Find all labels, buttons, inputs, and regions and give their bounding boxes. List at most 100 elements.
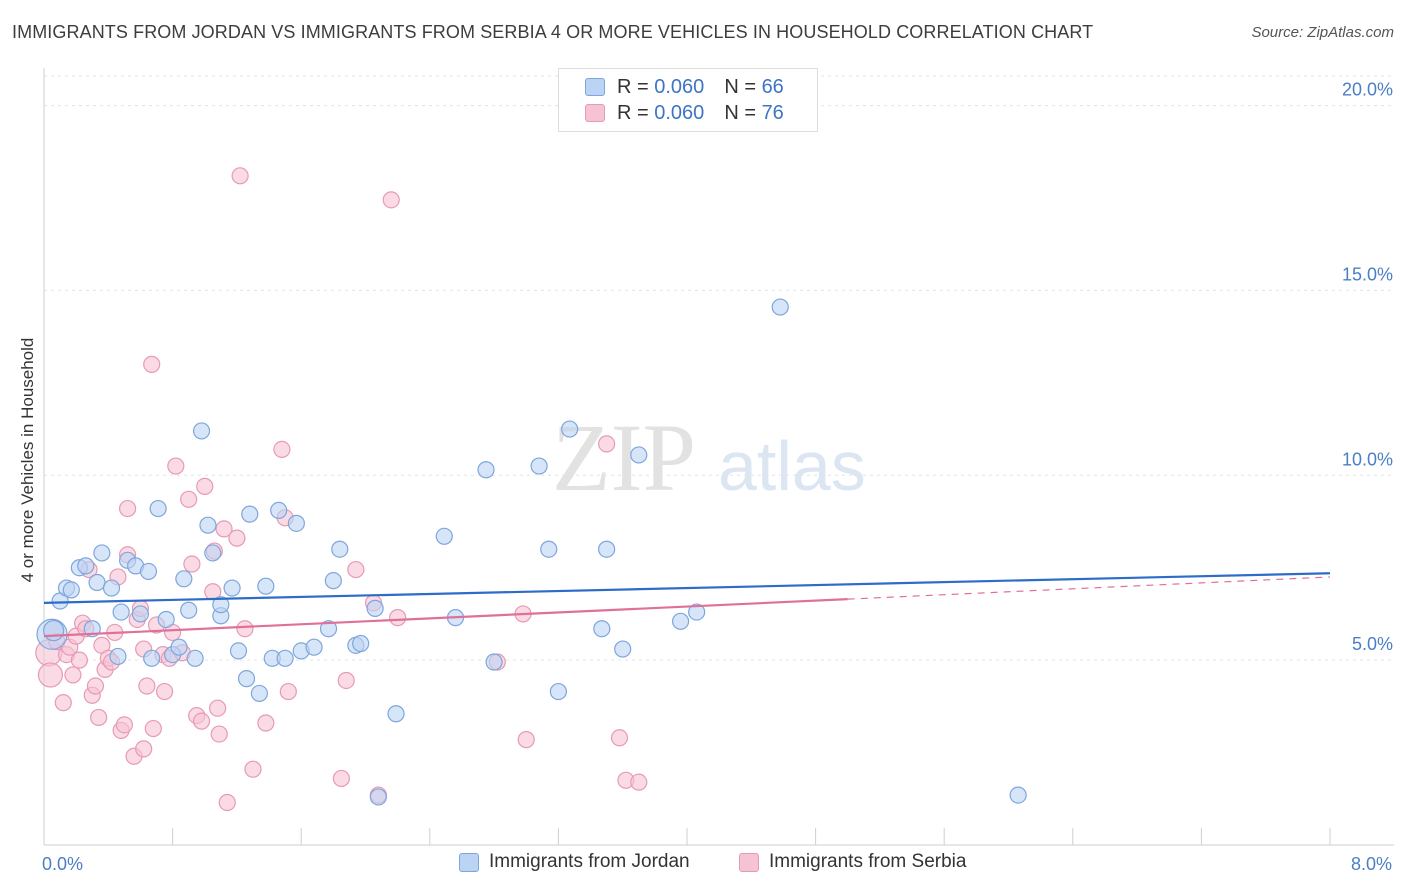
serbia-point	[135, 740, 153, 758]
jordan-point	[241, 505, 259, 523]
jordan-point	[109, 647, 127, 666]
jordan-point	[229, 642, 248, 660]
jordan-point	[287, 514, 305, 532]
y-tick-label: 10.0%	[1342, 449, 1393, 469]
legend-r-label: R =	[617, 101, 649, 124]
serbia-point	[382, 191, 400, 209]
jordan-point	[149, 499, 167, 518]
legend-r-label: R =	[617, 75, 649, 98]
serbia-point	[209, 699, 227, 717]
legend-r-value: 0.060	[654, 101, 705, 124]
jordan-point	[212, 596, 230, 614]
legend-n-label: N =	[724, 101, 756, 124]
serbia-point	[196, 477, 214, 495]
jordan-point	[477, 461, 495, 479]
serbia-point	[180, 490, 198, 508]
trend-line-serbia	[43, 598, 848, 638]
jordan-point	[324, 572, 342, 590]
jordan-point	[62, 581, 80, 599]
serbia-point	[244, 760, 262, 778]
serbia-point	[630, 773, 648, 791]
watermark-atlas: atlas	[718, 427, 866, 505]
serbia-point	[115, 716, 133, 734]
jordan-point	[223, 579, 241, 597]
jordan-point	[93, 544, 111, 562]
jordan-point	[102, 579, 121, 597]
serbia-point	[228, 529, 246, 547]
serbia-point	[192, 712, 211, 730]
serbia-point	[517, 731, 535, 749]
serbia-point	[332, 769, 350, 788]
jordan-point	[435, 527, 453, 545]
serbia-point	[155, 682, 174, 701]
jordan-point	[175, 570, 193, 588]
jordan-point	[1009, 786, 1027, 804]
serbia-point	[138, 677, 156, 695]
serbia-point	[210, 725, 228, 743]
y-tick-label: 20.0%	[1342, 80, 1393, 100]
series-label-jordan: Immigrants from Jordan	[489, 851, 690, 872]
jordan-point	[88, 573, 106, 592]
legend-r-value: 0.060	[654, 75, 705, 98]
trend-line-serbia-extension	[847, 576, 1331, 600]
serbia-point	[236, 620, 254, 638]
serbia-point	[118, 499, 137, 518]
jordan-point	[131, 605, 150, 623]
jordan-point	[192, 422, 211, 440]
serbia-point	[231, 167, 249, 185]
jordan-point	[540, 540, 558, 558]
serbia-point	[347, 560, 365, 579]
series-legend-serbia: Immigrants from Serbia	[739, 851, 966, 873]
jordan-point	[180, 601, 198, 619]
chart-title: IMMIGRANTS FROM JORDAN VS IMMIGRANTS FRO…	[12, 22, 1094, 42]
jordan-point	[157, 610, 175, 629]
jordan-point	[688, 603, 706, 621]
y-tick-label: 5.0%	[1352, 634, 1393, 654]
legend-swatch-jordan	[585, 78, 605, 96]
jordan-point	[319, 620, 338, 638]
jordan-point	[204, 544, 222, 562]
serbia-point	[610, 729, 629, 747]
correlation-legend: R = 0.060 N = 66 R = 0.060 N = 76	[558, 68, 818, 132]
trend-line-jordan	[43, 572, 1331, 604]
jordan-point	[598, 540, 616, 558]
jordan-point	[257, 577, 275, 595]
legend-row-jordan: R = 0.060 N = 66	[585, 75, 784, 99]
serbia-point	[337, 671, 355, 690]
serbia-point	[257, 714, 275, 732]
jordan-point	[276, 649, 294, 667]
grid-layer	[44, 75, 1394, 661]
series-legend: Immigrants from Jordan Immigrants from S…	[0, 851, 1406, 877]
legend-n-label: N =	[724, 75, 756, 98]
series-swatch-jordan	[459, 852, 479, 872]
serbia-point	[86, 677, 105, 695]
series-label-serbia: Immigrants from Serbia	[769, 851, 967, 872]
legend-row-serbia: R = 0.060 N = 76	[585, 101, 784, 125]
x-tick-label: 8.0%	[1351, 854, 1392, 874]
jordan-point	[186, 649, 204, 667]
jordan-point	[170, 638, 188, 656]
jordan-point	[270, 501, 288, 520]
serbia-point	[598, 435, 616, 453]
series-swatch-serbia	[739, 852, 759, 872]
jordan-point	[614, 640, 632, 658]
jordan-point	[305, 638, 323, 656]
serbia-point	[37, 662, 64, 688]
jordan-point	[331, 540, 349, 558]
points-layer	[35, 167, 1027, 812]
serbia-point	[389, 609, 407, 627]
jordan-point	[237, 670, 256, 688]
jordan-point	[250, 684, 269, 703]
jordan-point	[593, 620, 611, 638]
jordan-point	[671, 612, 690, 630]
serbia-point	[144, 719, 162, 738]
serbia-point	[90, 708, 108, 727]
jordan-point	[199, 516, 217, 534]
y-axis-title: 4 or more Vehicles in Household	[18, 338, 37, 583]
jordan-point	[561, 420, 579, 438]
serbia-point	[218, 793, 236, 812]
jordan-point	[112, 603, 130, 621]
serbia-point	[54, 694, 72, 712]
serbia-point	[183, 555, 201, 573]
legend-n-value: 66	[761, 75, 784, 98]
